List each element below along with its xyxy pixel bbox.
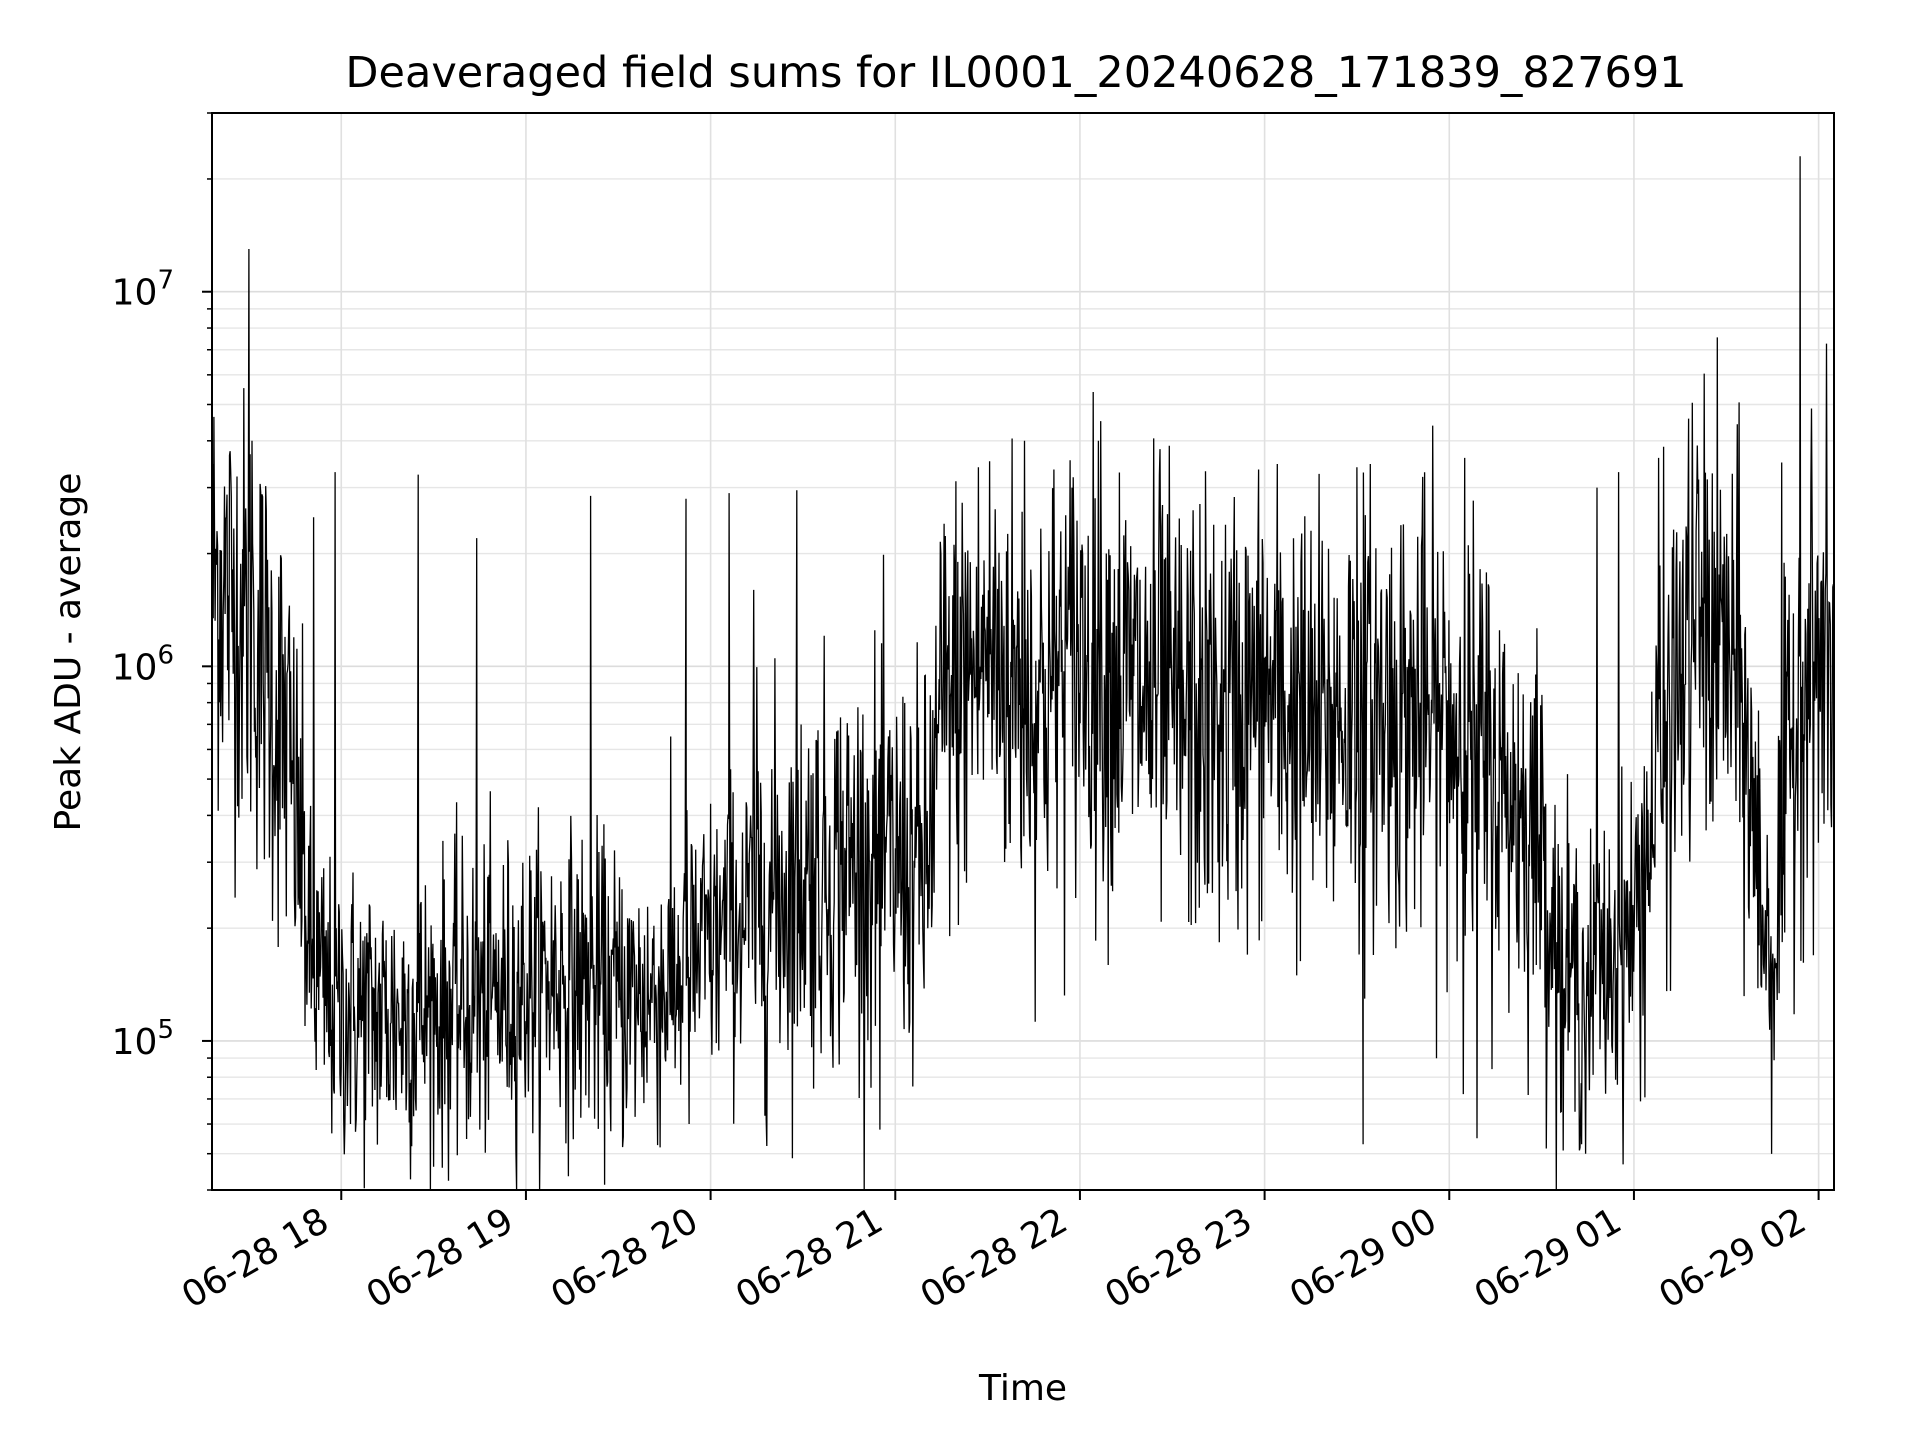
series-line bbox=[212, 156, 1834, 1190]
y-tick-label: 106 bbox=[112, 640, 174, 688]
plot-frame bbox=[211, 112, 1835, 1191]
x-axis-label: Time bbox=[978, 1368, 1067, 1409]
data-series bbox=[212, 156, 1834, 1190]
y-axis-label: Peak ADU - average bbox=[48, 473, 89, 832]
y-tick-label: 107 bbox=[112, 266, 174, 314]
y-tick-label: 105 bbox=[112, 1015, 174, 1063]
chart-title: Deaveraged field sums for IL0001_2024062… bbox=[345, 48, 1686, 98]
